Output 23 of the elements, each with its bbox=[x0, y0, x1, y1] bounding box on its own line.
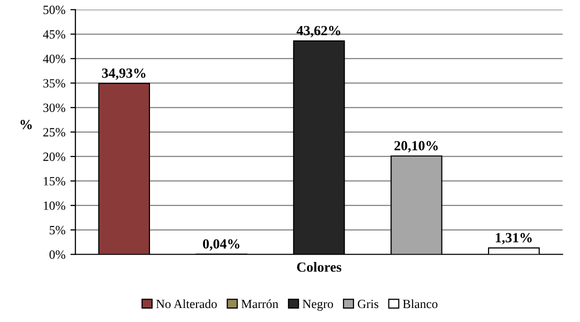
y-tick-label: 15% bbox=[44, 176, 66, 186]
legend-label: Negro bbox=[302, 300, 334, 311]
y-tick-label: 35% bbox=[43, 79, 66, 88]
legend-label: No Alterado bbox=[156, 299, 217, 308]
legend-label: Gris bbox=[358, 300, 378, 308]
y-tick-label: 45% bbox=[43, 30, 66, 39]
y-tick-label: 30% bbox=[43, 104, 66, 112]
legend-label: Blanco bbox=[402, 299, 438, 308]
y-tick-label: 40% bbox=[43, 54, 66, 64]
data-label: 34,93% bbox=[102, 68, 146, 80]
data-label: 43,62% bbox=[296, 26, 340, 38]
y-tick-label: 10% bbox=[44, 201, 66, 210]
y-tick-label: 20% bbox=[43, 152, 66, 161]
data-label: 1,31% bbox=[496, 232, 532, 244]
data-label: 20,10% bbox=[394, 141, 438, 152]
y-tick-label: 5% bbox=[50, 226, 66, 234]
y-tick-label: 0% bbox=[49, 250, 66, 259]
y-tick-label: 25% bbox=[43, 128, 66, 137]
y-axis-title: % bbox=[20, 120, 32, 130]
x-axis-title: Colores bbox=[297, 262, 342, 272]
y-tick-label: 50% bbox=[43, 6, 66, 14]
legend-label: Marrón bbox=[241, 299, 278, 308]
data-label: 0,04% bbox=[202, 239, 240, 251]
